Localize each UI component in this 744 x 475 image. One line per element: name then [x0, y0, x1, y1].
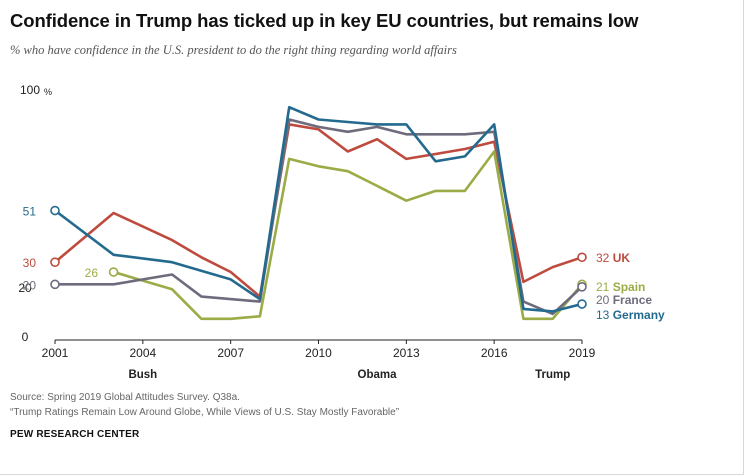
y-unit-label: %: [44, 87, 52, 97]
end-label-spain: 21 Spain: [596, 280, 645, 294]
series-name-spain: Spain: [613, 280, 646, 294]
x-tick-label-2019: 2019: [569, 346, 596, 360]
chart-subtitle: % who have confidence in the U.S. presid…: [10, 43, 457, 57]
x-tick-label-2016: 2016: [481, 346, 508, 360]
end-value-germany: 13: [596, 308, 613, 322]
start-value-label-france: 20: [23, 278, 37, 292]
era-label-trump: Trump: [535, 369, 570, 381]
end-label-france: 20 France: [596, 293, 652, 307]
series-line-germany: [53, 105, 584, 313]
start-marker-germany: [50, 205, 60, 216]
end-label-uk: 32 UK: [596, 251, 630, 265]
end-marker-uk: [577, 252, 587, 263]
x-tick-label-2013: 2013: [393, 346, 420, 360]
y-tick-label-20: 20: [18, 281, 32, 295]
end-value-spain: 21: [596, 280, 613, 294]
series-line-uk: [53, 123, 584, 298]
y-tick-label-100: 100: [20, 83, 40, 97]
start-value-label-germany: 51: [23, 205, 37, 219]
report-title-note: “Trump Ratings Remain Low Around Globe, …: [10, 407, 400, 418]
start-marker-france: [50, 279, 60, 290]
source-note: Source: Spring 2019 Global Attitudes Sur…: [10, 392, 240, 403]
end-marker-france: [577, 281, 587, 292]
era-label-bush: Bush: [128, 369, 157, 381]
series-name-germany: Germany: [613, 308, 665, 322]
pew-logo: PEW RESEARCH CENTER: [10, 429, 140, 440]
x-tick-label-2007: 2007: [217, 346, 244, 360]
start-marker-uk: [50, 257, 60, 268]
start-marker-spain: [108, 267, 119, 277]
start-value-label-uk: 30: [23, 256, 37, 270]
end-value-uk: 32: [596, 251, 613, 265]
start-value-label-spain: 26: [85, 266, 99, 280]
series-line-spain: [112, 150, 584, 321]
x-tick-label-2010: 2010: [305, 346, 332, 360]
x-tick-label-2004: 2004: [129, 346, 156, 360]
end-value-france: 20: [596, 293, 613, 307]
series-name-france: France: [613, 293, 653, 307]
end-marker-germany: [577, 299, 587, 309]
y-tick-label-0: 0: [22, 330, 29, 344]
end-label-germany: 13 Germany: [596, 308, 665, 322]
chart-title: Confidence in Trump has ticked up in key…: [10, 10, 639, 31]
x-tick-label-2001: 2001: [42, 346, 69, 360]
series-name-uk: UK: [613, 251, 631, 265]
era-label-obama: Obama: [358, 369, 398, 381]
series-line-france: [53, 118, 584, 316]
